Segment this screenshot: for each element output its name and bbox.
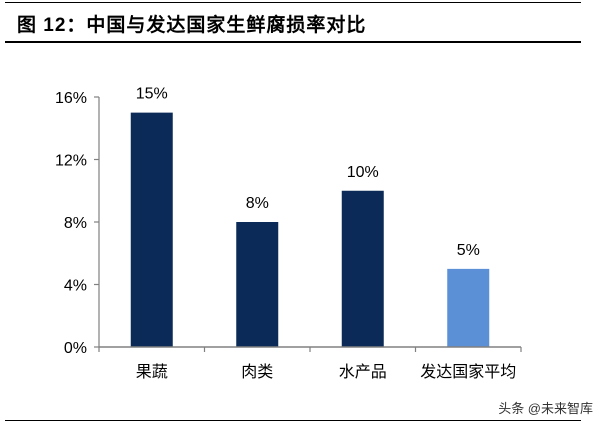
y-axis: 0% 4% 8% 12% 16% (55, 90, 100, 357)
y-tick-label: 12% (55, 153, 87, 170)
watermark: 头条 @未来智库 (498, 401, 593, 416)
x-category-label: 肉类 (241, 362, 273, 381)
y-tick-label: 4% (64, 278, 87, 295)
bottom-rule (5, 420, 581, 421)
bar (130, 112, 173, 347)
bar (341, 190, 384, 347)
bar (447, 268, 490, 347)
bar-value-label: 15% (136, 86, 168, 103)
figure-title: 图 12：中国与发达国家生鲜腐损率对比 (17, 15, 367, 36)
x-axis: 果蔬 肉类 水产品 发达国家平均 (98, 346, 522, 381)
x-category-label: 水产品 (339, 362, 387, 381)
bars: 15% 8% 10% 5% (130, 86, 490, 347)
bar-value-label: 8% (246, 195, 269, 212)
bar-value-label: 5% (457, 242, 480, 259)
bar-value-label: 10% (347, 164, 379, 181)
x-category-label: 果蔬 (136, 362, 168, 381)
title-rule (5, 41, 581, 43)
y-tick-label: 0% (64, 340, 87, 357)
bar (236, 222, 279, 347)
y-tick-label: 8% (64, 215, 87, 232)
top-rule (5, 2, 581, 3)
x-category-label: 发达国家平均 (420, 362, 516, 381)
y-tick-label: 16% (55, 90, 87, 107)
